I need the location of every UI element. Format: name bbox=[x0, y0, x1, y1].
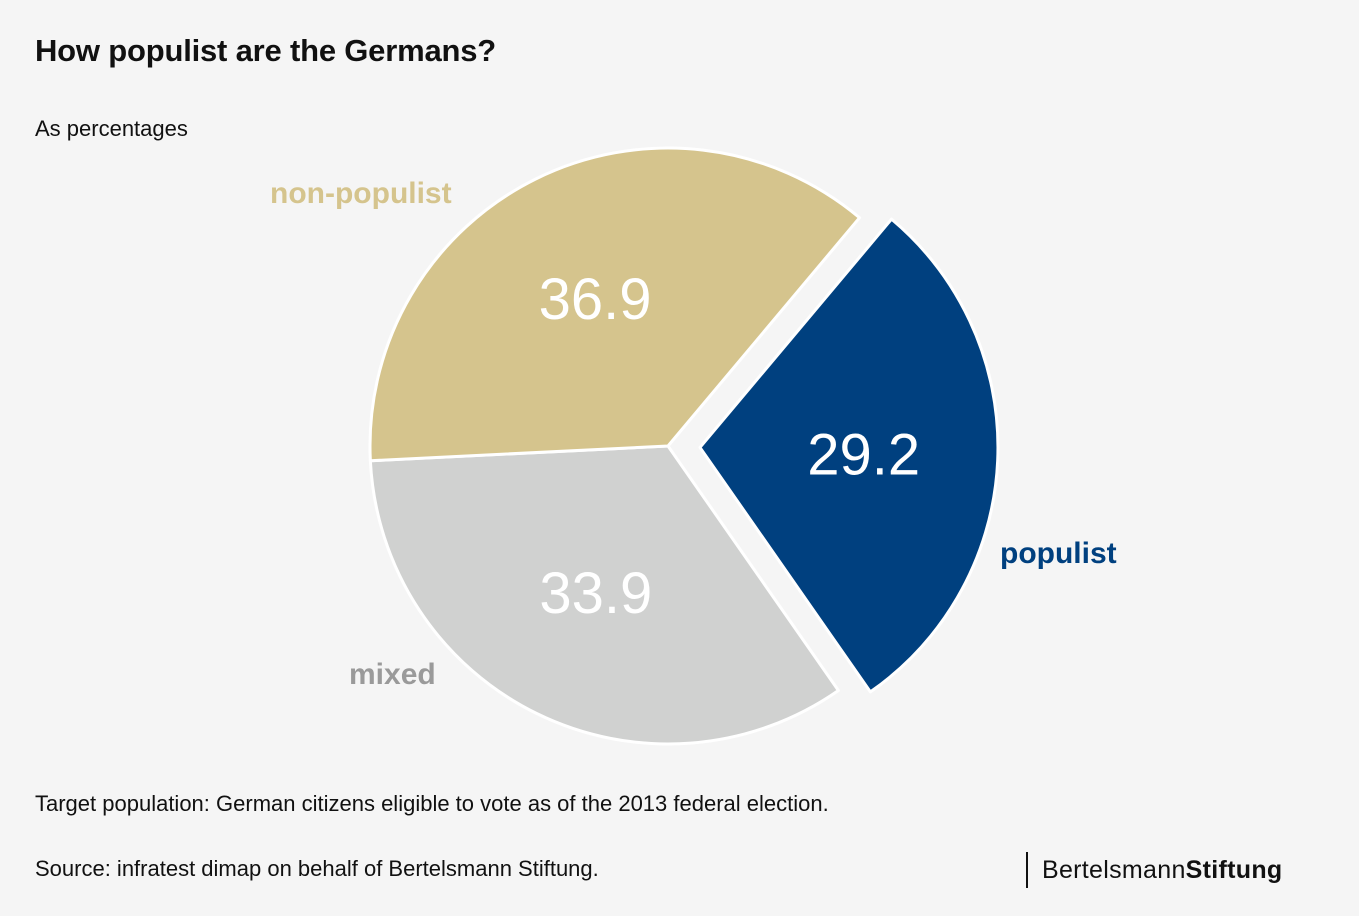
chart-subtitle: As percentages bbox=[35, 116, 188, 141]
bertelsmann-stiftung-logo: Bertelsmann Stiftung bbox=[1026, 852, 1282, 888]
logo-text-regular: Bertelsmann bbox=[1042, 855, 1186, 884]
category-label-populist: populist bbox=[1000, 537, 1117, 570]
value-label-non-populist: 36.9 bbox=[539, 267, 652, 332]
footnote: Target population: German citizens eligi… bbox=[35, 791, 829, 816]
value-label-mixed: 33.9 bbox=[539, 561, 652, 626]
category-label-mixed: mixed bbox=[349, 658, 436, 691]
pie-slice-non-populist bbox=[368, 146, 862, 463]
value-label-populist: 29.2 bbox=[807, 423, 920, 488]
source-note: Source: infratest dimap on behalf of Ber… bbox=[35, 856, 599, 881]
category-label-non-populist: non-populist bbox=[270, 177, 452, 210]
pie-slice-populist bbox=[698, 217, 1000, 694]
pie-slice-mixed bbox=[368, 444, 840, 746]
logo-text-bold: Stiftung bbox=[1185, 855, 1283, 884]
chart-title: How populist are the Germans? bbox=[35, 33, 497, 68]
